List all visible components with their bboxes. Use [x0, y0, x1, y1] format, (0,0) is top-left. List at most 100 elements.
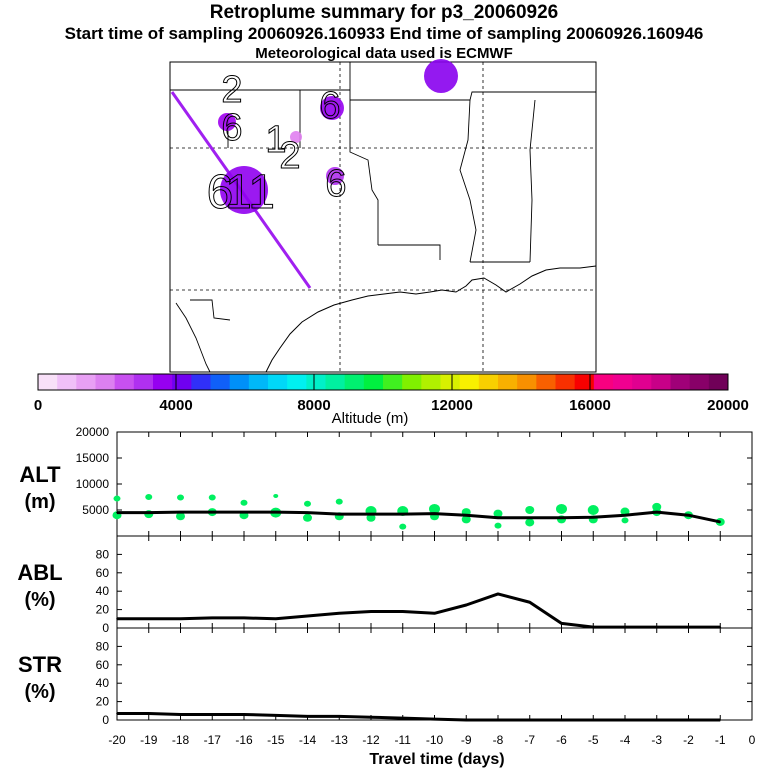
- altitude-cluster-point: [493, 509, 503, 518]
- plume-3day-marker: [424, 59, 458, 93]
- abl-data-point: [433, 612, 436, 615]
- state-border: [378, 244, 441, 260]
- colorbar-swatch: [95, 374, 116, 390]
- abl-data-point: [243, 617, 245, 619]
- alt-data-point: [433, 512, 436, 515]
- colorbar-swatch: [153, 374, 173, 390]
- altitude-cluster-point: [208, 494, 216, 501]
- x-tick-label: -17: [204, 733, 222, 747]
- abl-data-point: [687, 626, 690, 628]
- y-tick-label: 10000: [76, 477, 110, 491]
- str-data-point: [592, 719, 595, 721]
- x-tick-label: -6: [556, 733, 567, 747]
- colorbar-swatch: [440, 374, 461, 390]
- y-tick-label: 80: [96, 639, 110, 653]
- sampling-times: Start time of sampling 20060926.160933 E…: [64, 24, 704, 43]
- alt-data-point: [560, 517, 563, 519]
- state-border: [529, 99, 536, 263]
- str-data-point: [116, 712, 118, 715]
- plume-day-label: 2: [279, 135, 300, 177]
- str-data-point: [338, 715, 341, 718]
- panel-ylabel: ALT: [19, 462, 61, 487]
- colorbar-tick-label: 12000: [431, 397, 473, 414]
- x-tick-label: -1: [715, 733, 726, 747]
- colorbar-tick-label: 20000: [707, 397, 749, 414]
- altitude-cluster-point: [273, 493, 279, 498]
- colorbar-tick-label: 4000: [159, 397, 192, 414]
- abl-series-line: [117, 592, 721, 629]
- plume-day-label: 6: [319, 85, 340, 127]
- x-tick-label: -2: [683, 733, 694, 747]
- altitude-cluster-point: [145, 494, 153, 500]
- str-data-point: [211, 713, 214, 716]
- colorbar-swatch: [57, 374, 77, 390]
- alt-data-point: [592, 516, 595, 519]
- y-tick-label: 20000: [76, 425, 110, 439]
- altitude-cluster-point: [335, 498, 343, 505]
- panel-ylabel-unit: (m): [24, 491, 55, 513]
- colorbar-swatch: [325, 374, 346, 390]
- x-tick-label: -9: [461, 733, 472, 747]
- str-series-line: [117, 712, 721, 722]
- plume-6day-b-marker: [326, 167, 344, 185]
- str-data-point: [243, 713, 245, 716]
- colorbar-swatch: [229, 374, 250, 390]
- colorbar-swatch: [593, 374, 614, 390]
- str-data-point: [370, 716, 372, 719]
- alt-data-point: [401, 513, 404, 515]
- y-tick-label: 0: [102, 713, 109, 727]
- colorbar-tick-label: 16000: [569, 397, 611, 414]
- abl-data-point: [116, 618, 118, 620]
- colorbar-swatch: [651, 374, 671, 390]
- y-tick-label: 40: [96, 584, 110, 598]
- colorbar-swatch: [172, 374, 192, 390]
- x-tick-label: -4: [620, 733, 631, 747]
- str-data-point: [528, 719, 531, 721]
- str-data-point: [465, 719, 468, 721]
- met-data-source: Meteorological data used is ECMWF: [255, 45, 513, 62]
- str-data-point: [560, 719, 563, 721]
- abl-data-point: [719, 626, 722, 628]
- abl-data-point: [306, 615, 309, 617]
- abl-data-point: [211, 617, 214, 619]
- str-data-point: [719, 719, 722, 721]
- str-data-point: [687, 719, 690, 721]
- x-tick-label: -16: [235, 733, 253, 747]
- alt-data-point: [465, 514, 468, 516]
- panel-ylabel-unit: (%): [24, 681, 55, 703]
- panel-ylabel: STR: [18, 652, 62, 677]
- x-tick-label: -15: [267, 733, 285, 747]
- x-tick-label: -18: [172, 733, 190, 747]
- x-tick-label: -11: [395, 733, 412, 747]
- abl-data-point: [592, 626, 595, 628]
- x-tick-label: -3: [651, 733, 662, 747]
- colorbar-swatch: [306, 374, 326, 390]
- x-tick-label: -20: [108, 733, 126, 747]
- plume-day-label: 1: [265, 119, 286, 161]
- y-tick-label: 60: [96, 566, 110, 580]
- str-data-point: [274, 714, 277, 717]
- plume-2day-marker: [218, 113, 236, 131]
- panel-ylabel-unit: (%): [24, 589, 55, 611]
- alt-data-point: [624, 514, 626, 516]
- abl-data-point: [465, 604, 468, 606]
- str-data-point: [655, 719, 658, 721]
- altitude-cluster-point: [429, 503, 440, 514]
- altitude-cluster-point: [240, 499, 248, 506]
- y-tick-label: 60: [96, 658, 110, 672]
- x-tick-label: -12: [362, 733, 380, 747]
- alt-data-point: [370, 513, 372, 515]
- state-border: [349, 62, 379, 245]
- str-data-point: [147, 712, 150, 715]
- y-tick-label: 80: [96, 547, 110, 561]
- colorbar-swatch: [517, 374, 537, 390]
- abl-data-point: [274, 618, 277, 620]
- plume-day-label: 6: [207, 166, 234, 219]
- y-tick-label: 20: [96, 695, 110, 709]
- colorbar-swatch: [498, 374, 518, 390]
- colorbar-swatch: [670, 374, 691, 390]
- abl-data-point: [497, 593, 499, 595]
- plume-day-label: 11: [225, 166, 275, 219]
- colorbar-tick-label: 8000: [297, 397, 330, 414]
